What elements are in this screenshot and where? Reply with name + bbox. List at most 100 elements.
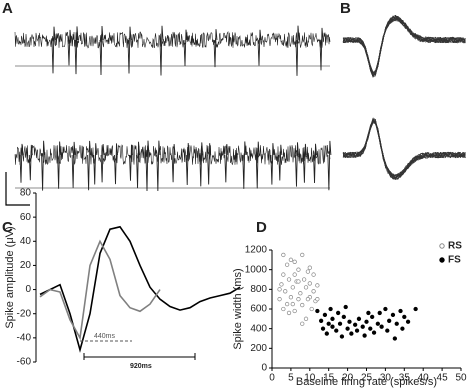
y-tick-label: -60 <box>17 357 32 368</box>
scatter-point <box>318 318 324 323</box>
spike <box>127 26 132 74</box>
scatter-point <box>292 272 297 277</box>
traces <box>14 14 466 192</box>
y-tick-label: 80 <box>20 188 32 199</box>
scatter-point <box>349 331 354 336</box>
spike <box>185 142 190 186</box>
y-tick-label: 40 <box>20 236 32 247</box>
panel-label: A <box>2 0 13 17</box>
x-tick-label: 40 <box>418 373 430 384</box>
waveform <box>342 122 466 176</box>
scatter-point <box>398 308 403 314</box>
scatter-point <box>387 318 392 323</box>
scatter-point <box>303 285 309 290</box>
scatter-point <box>371 330 377 335</box>
spike <box>207 143 212 185</box>
spike <box>93 143 98 185</box>
scatter-point <box>375 321 380 326</box>
scatter-point <box>390 312 396 318</box>
scatter-point <box>284 301 290 307</box>
scatter-point <box>286 310 292 316</box>
spike <box>199 142 204 187</box>
x-tick-label: 45 <box>437 373 449 384</box>
scatter-point <box>364 319 369 324</box>
x-tick-label: 5 <box>288 373 294 384</box>
scatter-point <box>300 302 305 308</box>
scatter-point <box>347 319 352 324</box>
legend-label: FS <box>448 255 461 266</box>
waveform <box>342 117 466 178</box>
y-tick-label: 600 <box>250 304 267 315</box>
y-tick-label: -20 <box>17 308 32 319</box>
scatter-point <box>354 328 360 333</box>
x-tick-label: 20 <box>342 373 354 384</box>
series-line <box>39 225 241 353</box>
spike <box>71 141 76 188</box>
series-line <box>39 239 161 341</box>
scatter-point <box>413 306 418 312</box>
annotation-bar <box>83 353 196 360</box>
scatter-point <box>307 265 312 270</box>
scatter-point <box>311 272 316 277</box>
annotation: 920ms <box>130 363 152 370</box>
scatter-point <box>320 326 326 331</box>
scatter-point <box>405 319 411 324</box>
scatter-point <box>345 326 350 331</box>
scatter-point <box>341 314 346 320</box>
scatter-point <box>281 306 286 312</box>
scatter-point <box>286 277 292 282</box>
scatter-point <box>303 316 309 321</box>
y-tick-label: 60 <box>20 212 32 223</box>
scatter-point <box>284 262 290 267</box>
spike <box>99 25 104 76</box>
y-tick-label: 200 <box>250 343 267 354</box>
scatter-point <box>353 322 358 327</box>
spike <box>129 144 133 181</box>
spike <box>51 26 56 74</box>
scatter-point <box>400 326 405 331</box>
scatter-point <box>288 295 294 300</box>
scatter-point <box>305 269 311 274</box>
trace <box>14 31 331 49</box>
spike <box>319 27 324 71</box>
scatter-point <box>356 316 362 321</box>
spike <box>74 26 79 75</box>
waveform <box>342 17 466 75</box>
charts: -60 -40 -20 0 20 40 60 80 Spike amplitude (μV) 44… <box>4 188 467 388</box>
spike <box>136 141 140 189</box>
legend-marker <box>439 257 445 263</box>
x-tick-label: 10 <box>304 373 316 384</box>
spike <box>19 143 24 183</box>
y-tick-label: 1200 <box>245 245 268 256</box>
scatter-point <box>368 326 373 331</box>
y-tick-label: 400 <box>250 323 267 334</box>
scatter-point <box>324 331 329 336</box>
scatter-point <box>298 291 303 296</box>
y-tick-label: 0 <box>25 284 31 295</box>
scatter-point <box>362 333 367 338</box>
x-axis-label: Baseline firing rate (spikes/s) <box>296 376 437 388</box>
scatter-point <box>305 297 311 302</box>
spike <box>327 140 332 191</box>
scatter-point <box>402 314 407 320</box>
x-tick-label: 0 <box>269 373 275 384</box>
scatter-point <box>300 252 305 258</box>
x-tick-label: 35 <box>399 373 411 384</box>
scatter-point <box>279 282 284 287</box>
scatter-point <box>383 306 388 312</box>
scatter-point <box>296 267 301 272</box>
scatter-point <box>290 301 295 307</box>
spike <box>295 142 299 187</box>
waveform <box>342 120 466 180</box>
scatter-point <box>379 324 384 329</box>
x-tick-label: 50 <box>455 373 467 384</box>
scatter-point <box>366 310 371 316</box>
spike <box>87 140 92 191</box>
scatter-point <box>328 306 333 312</box>
waveform <box>342 120 466 180</box>
scatter-point <box>277 297 282 302</box>
spike <box>224 143 229 183</box>
spike <box>295 25 300 76</box>
spike <box>213 29 218 68</box>
